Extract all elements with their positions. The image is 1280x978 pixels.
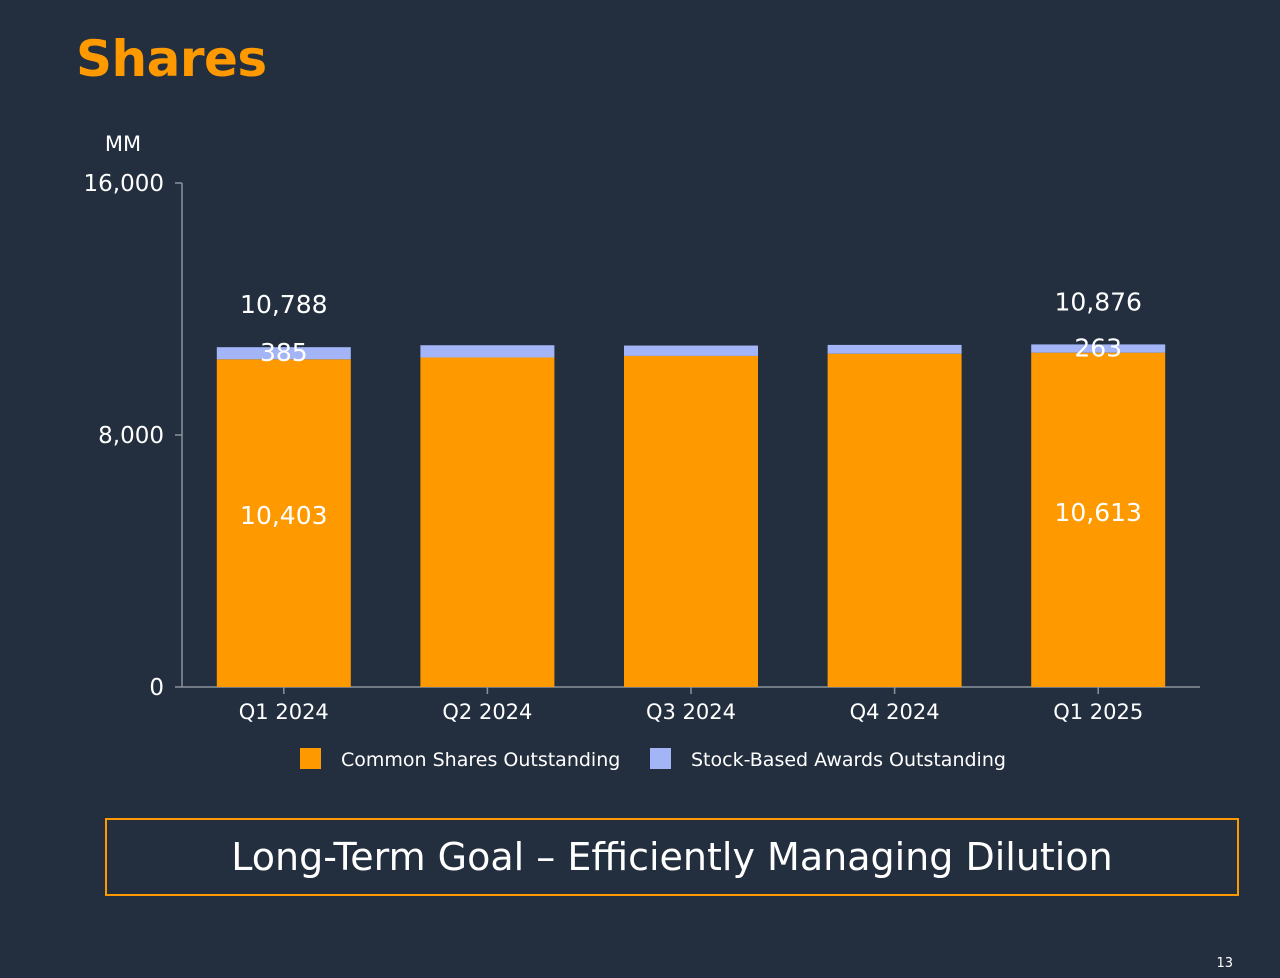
y-tick-label: 8,000 [98, 423, 164, 449]
y-axis-unit-label: MM [105, 132, 141, 156]
stacked-bar-chart: MM 0 8,000 16,000 Q1 2024 10,403 385 10,788 Q2 2… [84, 132, 1200, 771]
data-label-common: 10,613 [1054, 498, 1141, 527]
bar-stock-awards [827, 344, 962, 354]
y-tick-label: 0 [149, 675, 164, 701]
y-tick-label: 16,000 [84, 171, 164, 197]
page-number: 13 [1216, 956, 1233, 971]
x-tick-label: Q4 2024 [850, 700, 940, 724]
x-tick-label: Q1 2024 [239, 700, 329, 724]
x-tick-label: Q3 2024 [646, 700, 736, 724]
legend-common-shares-swatch [300, 748, 321, 769]
bar-common-shares [624, 355, 758, 687]
goal-text: Long-Term Goal – Efficiently Managing Di… [231, 835, 1113, 879]
x-tick-label: Q2 2024 [442, 700, 532, 724]
bar-common-shares [1031, 352, 1166, 687]
data-label-total: 10,788 [240, 290, 327, 319]
legend-stock-awards-label: Stock-Based Awards Outstanding [691, 749, 1006, 771]
bar-stock-awards [1031, 344, 1166, 353]
bar-common-shares [216, 359, 351, 687]
x-tick-label: Q1 2025 [1053, 700, 1143, 724]
bar-stock-awards [624, 345, 758, 356]
legend-stock-awards-swatch [650, 748, 671, 769]
data-label-awards: 385 [260, 338, 308, 367]
bar-stock-awards [216, 347, 351, 360]
data-label-common: 10,403 [240, 501, 327, 530]
data-label-awards: 263 [1074, 334, 1122, 363]
bar-common-shares [827, 353, 962, 687]
goal-banner: Long-Term Goal – Efficiently Managing Di… [105, 818, 1239, 896]
slide-title: Shares [76, 30, 267, 88]
data-label-total: 10,876 [1054, 287, 1141, 316]
legend-common-shares-label: Common Shares Outstanding [341, 749, 620, 771]
bar-common-shares [420, 357, 555, 687]
bar-stock-awards [420, 345, 555, 358]
